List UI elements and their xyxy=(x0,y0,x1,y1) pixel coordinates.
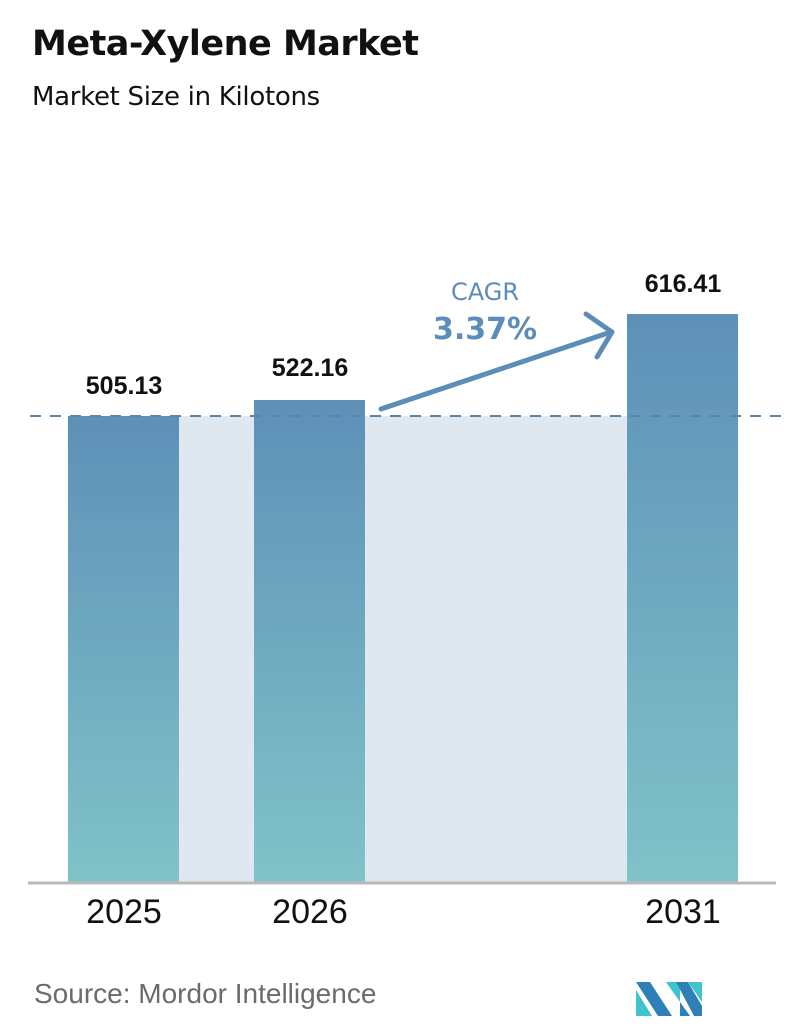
reference-band xyxy=(179,416,627,883)
x-axis-label-2025: 2025 xyxy=(86,893,162,931)
x-axis-label-2026: 2026 xyxy=(272,893,348,931)
bar-2031 xyxy=(627,314,738,883)
cagr-value: 3.37% xyxy=(432,312,538,347)
chart-subtitle: Market Size in Kilotons xyxy=(32,82,320,112)
chart-title: Meta-Xylene Market xyxy=(32,24,419,64)
mordor-intelligence-logo-icon xyxy=(636,982,702,1016)
bar-2026 xyxy=(254,400,365,883)
bar-value-label-2026: 522.16 xyxy=(271,354,349,382)
cagr-arrow-icon xyxy=(378,311,615,412)
cagr-label: CAGR xyxy=(450,278,520,306)
x-axis-label-2031: 2031 xyxy=(645,893,721,931)
bar-value-label-2031: 616.41 xyxy=(644,270,722,298)
source-text: Source: Mordor Intelligence xyxy=(34,978,377,1009)
bar-2025 xyxy=(68,416,179,883)
bar-value-label-2025: 505.13 xyxy=(85,372,163,400)
